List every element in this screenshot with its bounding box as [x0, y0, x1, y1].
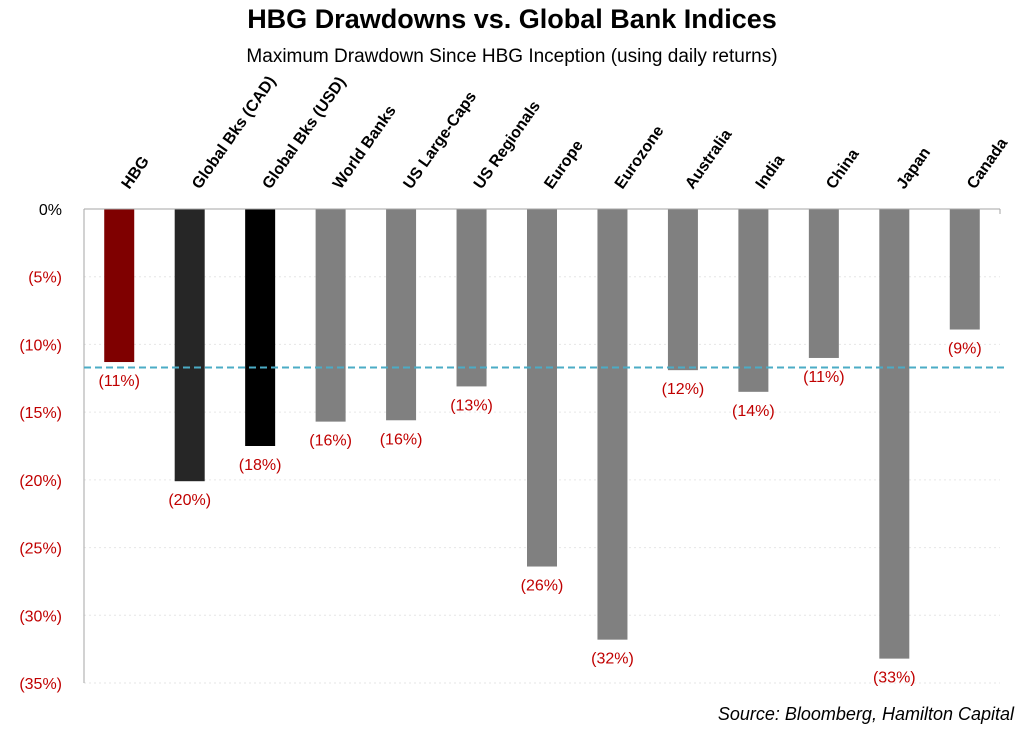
bar	[527, 209, 557, 567]
data-label: (18%)	[239, 457, 282, 474]
bar	[738, 209, 769, 392]
bar	[808, 209, 839, 358]
source-note: Source: Bloomberg, Hamilton Capital	[717, 704, 1014, 724]
data-label: (20%)	[168, 492, 211, 509]
data-label: (11%)	[803, 369, 845, 386]
y-tick-label: (5%)	[28, 270, 62, 287]
category-label: India	[753, 152, 788, 192]
bar	[456, 209, 487, 387]
category-label: World Banks	[330, 103, 400, 193]
y-tick-label: (20%)	[19, 473, 62, 490]
bar	[667, 209, 698, 371]
category-label: China	[823, 146, 862, 192]
category-label: Europe	[541, 137, 587, 192]
bar	[174, 209, 205, 482]
data-label: (9%)	[948, 341, 982, 358]
data-label: (12%)	[662, 381, 705, 398]
data-label: (32%)	[591, 651, 634, 668]
y-tick-label: (25%)	[19, 541, 62, 558]
y-tick-label: (30%)	[19, 608, 62, 625]
category-label: US Large-Caps	[400, 89, 480, 193]
y-tick-label: 0%	[39, 202, 62, 219]
category-label: Japan	[894, 145, 934, 193]
data-label: (26%)	[521, 578, 564, 595]
bar	[104, 209, 135, 363]
data-label: (16%)	[380, 431, 423, 448]
category-label: HBG	[119, 153, 153, 192]
category-label: Canada	[964, 135, 1011, 192]
category-label: Eurozone	[612, 123, 668, 193]
chart-subtitle: Maximum Drawdown Since HBG Inception (us…	[246, 46, 778, 67]
data-label: (14%)	[732, 403, 775, 420]
y-tick-label: (15%)	[19, 405, 62, 422]
data-label: (33%)	[873, 670, 916, 687]
bar	[245, 209, 276, 446]
category-label: US Regionals	[471, 98, 544, 192]
bar	[315, 209, 346, 422]
bar	[949, 209, 980, 330]
data-label: (16%)	[309, 433, 352, 450]
y-tick-label: (35%)	[19, 676, 62, 693]
bar	[597, 209, 628, 640]
bar	[386, 209, 417, 421]
bar	[879, 209, 910, 659]
y-tick-label: (10%)	[19, 337, 62, 354]
chart-title: HBG Drawdowns vs. Global Bank Indices	[247, 4, 777, 34]
category-label: Australia	[682, 126, 735, 192]
data-label: (13%)	[450, 397, 493, 414]
data-label: (11%)	[98, 373, 140, 390]
